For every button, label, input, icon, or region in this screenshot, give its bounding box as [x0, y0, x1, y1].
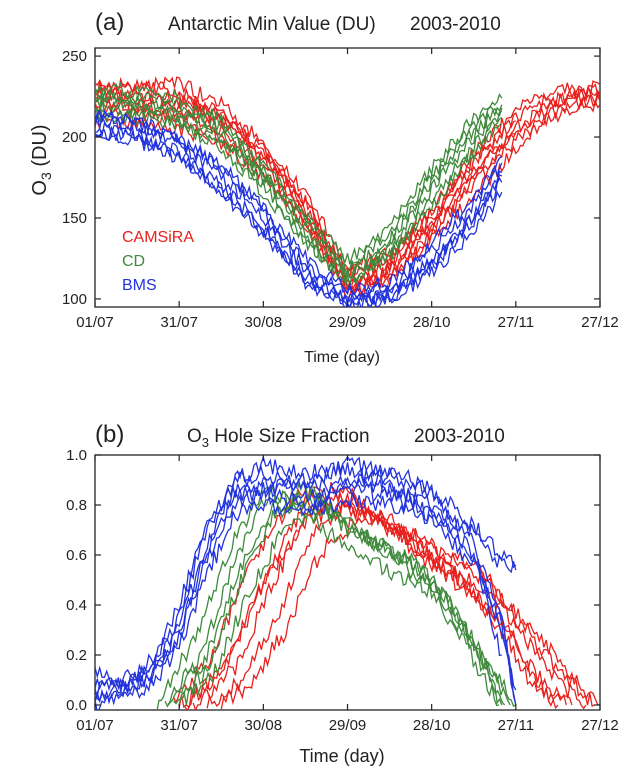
b-series-cd-line-5 [167, 486, 506, 706]
panel-a-ylabel: O3 (DU) [29, 124, 54, 195]
a-x-tick-label: 01/07 [76, 314, 114, 331]
a-series-camsira-line-3 [95, 89, 600, 302]
a-series-bms-line-5 [95, 109, 503, 296]
b-series-camsira-line-1 [178, 494, 573, 709]
panel-a-xlabel: Time (day) [304, 349, 380, 366]
a-series-bms-line-3 [95, 109, 503, 298]
a-series-bms-line-6 [95, 125, 503, 304]
b-x-tick-label: 31/07 [160, 717, 198, 734]
b-series-camsira-line-5 [220, 507, 600, 710]
b-y-tick-label: 1.0 [66, 447, 87, 464]
a-series-camsira-line-1 [95, 84, 600, 284]
b-x-tick-label: 30/08 [245, 717, 283, 734]
a-series-camsira-line-7 [95, 76, 517, 278]
a-x-tick-label: 30/08 [245, 314, 283, 331]
b-series-bms-line-4 [95, 491, 517, 710]
b-series-bms-line-3 [95, 462, 517, 703]
a-series-bms-line-4 [95, 130, 503, 307]
b-series-bms-line-6 [95, 476, 502, 698]
b-series-cd-line-4 [178, 506, 517, 707]
a-x-tick-label: 31/07 [160, 314, 198, 331]
b-y-tick-label: 0.4 [66, 597, 87, 614]
ylabel-sub: 3 [38, 172, 54, 180]
a-series-cd-line-6 [95, 89, 503, 275]
legend-bms: BMS [122, 277, 157, 294]
b-y-tick-label: 0.2 [66, 647, 87, 664]
panel-b-title: O3 Hole Size Fraction [187, 426, 370, 450]
a-series-cd-line-4 [95, 80, 503, 265]
legend-cd: CD [122, 253, 145, 270]
panel-a-title: Antarctic Min Value (DU) [168, 14, 376, 35]
title-b-rest: Hole Size Fraction [209, 426, 370, 447]
panel-a-title-years: 2003-2010 [410, 14, 501, 35]
a-y-tick-label: 100 [62, 291, 87, 308]
panel-a-chart: (a) Antarctic Min Value (DU) 2003-2010 O… [29, 9, 618, 366]
panel-b-xlabel: Time (day) [299, 746, 384, 766]
a-x-tick-label: 27/11 [498, 314, 534, 331]
b-series-bms-line-5 [95, 455, 517, 688]
a-x-tick-label: 27/12 [581, 314, 618, 331]
title-b-o: O [187, 426, 202, 447]
ylabel-o: O [29, 180, 51, 196]
panel-b-title-years: 2003-2010 [414, 426, 505, 447]
ylabel-unit: (DU) [29, 124, 51, 172]
b-series-cd-line-3 [156, 486, 500, 710]
a-series-camsira-line-6 [95, 80, 600, 291]
a-series-bms-line-2 [95, 121, 503, 307]
a-series-camsira-line-8 [95, 98, 516, 296]
b-x-tick-label: 29/09 [329, 717, 367, 734]
title-b-sub: 3 [202, 435, 209, 450]
b-y-tick-label: 0.6 [66, 547, 87, 564]
b-y-tick-label: 0.8 [66, 497, 87, 514]
a-y-tick-label: 150 [62, 210, 87, 227]
b-x-tick-label: 27/11 [498, 717, 534, 734]
a-series-camsira-line-5 [95, 97, 600, 292]
b-x-tick-label: 27/12 [581, 717, 618, 734]
a-x-tick-label: 29/09 [329, 314, 367, 331]
a-y-tick-label: 200 [62, 129, 87, 146]
a-series-bms-line-1 [95, 114, 503, 305]
panel-a-label: (a) [95, 9, 124, 36]
a-y-tick-label: 250 [62, 48, 87, 65]
b-x-tick-label: 01/07 [76, 717, 114, 734]
a-x-tick-label: 28/10 [413, 314, 451, 331]
b-y-tick-label: 0.0 [66, 697, 87, 714]
b-x-tick-label: 28/10 [413, 717, 451, 734]
panel-b-chart: (b) O3 Hole Size Fraction 2003-2010 Time… [66, 421, 618, 766]
legend-camsira: CAMSiRA [122, 229, 194, 246]
panel-b-label: (b) [95, 421, 124, 448]
